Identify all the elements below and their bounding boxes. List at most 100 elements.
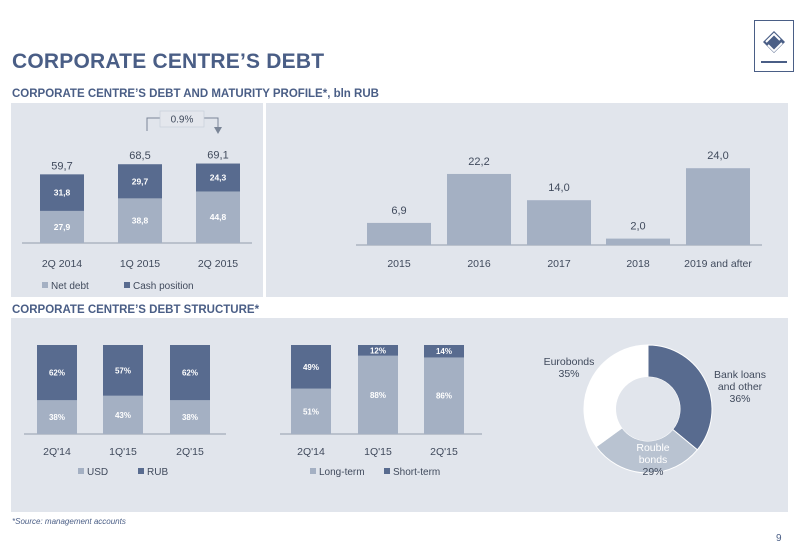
bar-rub: [37, 345, 77, 401]
x-tick-label: 2015: [387, 258, 411, 270]
data-label-rub: 57%: [115, 366, 131, 375]
data-label-total: 59,7: [51, 160, 72, 172]
data-label-long-term: 88%: [370, 391, 386, 400]
data-label-short-term: 14%: [436, 347, 452, 356]
legend-swatch-rub: [138, 468, 144, 474]
data-label-cash-position: 29,7: [132, 176, 149, 186]
x-tick-label: 2Q 2014: [42, 258, 82, 270]
x-tick-label: 2Q 2015: [198, 258, 238, 270]
bar-rub: [170, 345, 210, 401]
legend-swatch-usd: [78, 468, 84, 474]
slice-label: bonds: [639, 454, 668, 466]
legend-usd: USD: [87, 467, 108, 478]
x-tick-label: 2Q'14: [43, 446, 71, 458]
data-label: 2,0: [630, 221, 645, 233]
slice-label: Eurobonds: [544, 356, 595, 368]
x-tick-label: 2018: [626, 258, 650, 270]
bar-maturity: [527, 200, 591, 245]
page-number: 9: [776, 533, 782, 544]
growth-annotation-box: [159, 110, 205, 128]
x-tick-label: 2Q'15: [430, 446, 458, 458]
bar-net-debt: [40, 210, 84, 243]
section-title-debt-maturity: CORPORATE CENTRE’S DEBT AND MATURITY PRO…: [12, 88, 379, 100]
x-tick-label: 2Q'15: [176, 446, 204, 458]
data-label: 22,2: [468, 156, 489, 168]
bar-usd: [103, 395, 143, 434]
bar-net-debt: [118, 198, 162, 243]
bar-long-term: [358, 355, 398, 434]
x-tick-label: 2017: [547, 258, 571, 270]
data-label: 14,0: [548, 182, 569, 194]
bar-cash-position: [40, 174, 84, 211]
data-label-short-term: 49%: [303, 363, 319, 372]
legend-short-term: Short-term: [393, 467, 440, 478]
bar-maturity: [367, 222, 431, 245]
data-label-usd: 38%: [182, 413, 198, 422]
data-label-total: 68,5: [129, 150, 150, 162]
bar-short-term: [358, 345, 398, 356]
data-label-cash-position: 24,3: [210, 173, 227, 183]
slice-label: Rouble: [636, 442, 669, 454]
data-label-short-term: 12%: [370, 346, 386, 355]
bar-usd: [37, 400, 77, 434]
legend-swatch-net-debt: [42, 282, 48, 288]
data-label-total: 69,1: [207, 150, 228, 162]
legend-cash-position: Cash position: [133, 281, 194, 292]
source-note: *Source: management accounts: [12, 517, 126, 526]
arrow-head-icon: [214, 127, 222, 134]
slice-label: Bank loans: [714, 369, 766, 381]
data-label-net-debt: 38,8: [132, 216, 149, 226]
slice-label: 29%: [642, 466, 663, 478]
x-tick-label: 2Q'14: [297, 446, 325, 458]
x-tick-label: 1Q'15: [109, 446, 137, 458]
bar-cash-position: [118, 164, 162, 199]
currency-structure-chart: 38% 62% 2Q'14 43% 57% 1Q'15 38% 62% 2Q'15 USD RU…: [24, 345, 226, 478]
data-label-cash-position: 31,8: [54, 188, 71, 198]
legend-swatch-long-term: [310, 468, 316, 474]
bar-short-term: [424, 345, 464, 358]
bar-short-term: [291, 345, 331, 389]
legend-swatch-short-term: [384, 468, 390, 474]
data-label-net-debt: 44,8: [210, 212, 227, 222]
legend-net-debt: Net debt: [51, 281, 89, 292]
term-structure-chart: 51% 49% 2Q'14 88% 12% 1Q'15 86% 14% 2Q'15 Long-t…: [280, 345, 482, 478]
maturity-chart: 6,9 2015 22,2 2016 14,0 2017 2,0 2018 24,0 2019 a…: [356, 150, 762, 270]
growth-annotation-label: 0.9%: [171, 115, 194, 126]
logo-icon: [761, 31, 787, 63]
legend-long-term: Long-term: [319, 467, 365, 478]
x-tick-label: 2016: [467, 258, 491, 270]
data-label: 6,9: [391, 205, 406, 217]
company-logo: [754, 20, 794, 72]
x-tick-label: 2019 and after: [684, 258, 752, 270]
section-title-debt-structure: CORPORATE CENTRE’S DEBT STRUCTURE*: [12, 304, 260, 316]
data-label: 24,0: [707, 150, 728, 162]
bar-maturity: [686, 168, 750, 245]
x-tick-label: 1Q 2015: [120, 258, 160, 270]
legend-rub: RUB: [147, 467, 168, 478]
data-label-rub: 62%: [49, 369, 65, 378]
bar-maturity: [447, 173, 511, 245]
data-label-rub: 62%: [182, 369, 198, 378]
legend-swatch-cash-position: [124, 282, 130, 288]
bar-long-term: [291, 388, 331, 434]
debt-chart: 27,9 31,8 59,7 2Q 2014 38,8 29,7 68,5 1Q 2015 44…: [22, 110, 252, 292]
data-label-long-term: 86%: [436, 392, 452, 401]
bar-net-debt: [196, 191, 240, 243]
data-label-long-term: 51%: [303, 407, 319, 416]
data-label-usd: 43%: [115, 411, 131, 420]
bar-usd: [170, 400, 210, 434]
data-label-net-debt: 27,9: [54, 222, 71, 232]
x-tick-label: 1Q'15: [364, 446, 392, 458]
data-label-usd: 38%: [49, 413, 65, 422]
donut-hole: [616, 377, 680, 441]
bar-cash-position: [196, 163, 240, 192]
slice-label: 35%: [558, 368, 579, 380]
page-title: CORPORATE CENTRE’S DEBT: [12, 50, 325, 73]
bar-long-term: [424, 357, 464, 434]
bar-rub: [103, 345, 143, 396]
bar-maturity: [606, 238, 670, 245]
slice-label: 36%: [729, 393, 750, 405]
slice-label: and other: [718, 381, 763, 393]
